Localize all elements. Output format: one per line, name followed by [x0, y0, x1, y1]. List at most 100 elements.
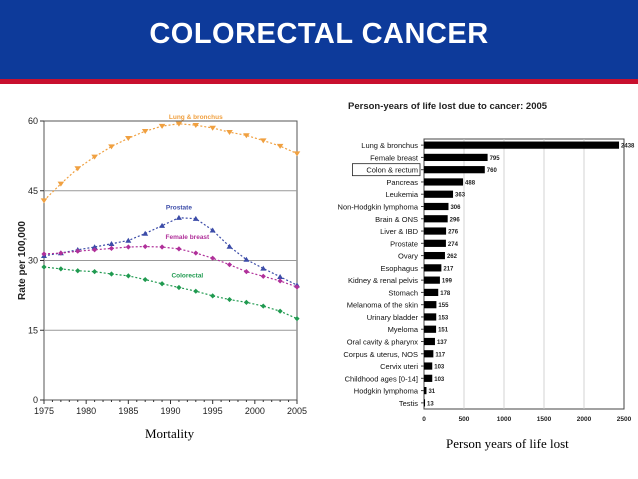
value-label: 13: [427, 401, 434, 407]
data-point-lung-bronchus: [158, 123, 166, 129]
data-point-colorectal: [277, 308, 283, 314]
bar-pancreas: [424, 178, 464, 186]
data-point-female-breast: [193, 250, 199, 256]
data-point-prostate: [260, 265, 267, 271]
category-label-myeloma: Myeloma: [388, 325, 419, 334]
series-label-female-breast: Female breast: [166, 234, 211, 241]
category-label-leukemia: Leukemia: [385, 190, 418, 199]
data-point-prostate: [192, 215, 199, 221]
data-point-female-breast: [92, 247, 98, 253]
data-point-colorectal: [294, 316, 300, 322]
data-point-prostate: [125, 237, 132, 243]
category-label-childhood-ages-0-14: Childhood ages [0-14]: [345, 374, 418, 383]
data-point-lung-bronchus: [293, 151, 301, 157]
series-label-colorectal: Colorectal: [171, 272, 203, 279]
value-label: 276: [448, 230, 459, 236]
slide-title: COLORECTAL CANCER: [149, 18, 489, 50]
bar-ovary: [424, 251, 445, 260]
data-point-colorectal: [243, 299, 249, 305]
value-label: 217: [443, 266, 454, 272]
value-label: 488: [465, 180, 476, 186]
category-label-non-hodgkin-lymphoma: Non-Hodgkin lymphoma: [338, 203, 419, 212]
category-label-corpus-uterus-nos: Corpus & uterus, NOS: [343, 350, 418, 359]
data-point-prostate: [175, 214, 182, 220]
series-line-lung-bronchus: [43, 123, 298, 201]
bar-melanoma-of-the-skin: [424, 301, 437, 309]
category-label-melanoma-of-the-skin: Melanoma of the skin: [347, 301, 418, 310]
value-label: 306: [450, 205, 461, 211]
value-label: 274: [448, 242, 459, 248]
series-label-prostate: Prostate: [166, 205, 192, 212]
category-label-liver-ibd: Liver & IBD: [380, 227, 419, 236]
x-tick-label: 2000: [577, 416, 592, 423]
value-label: 31: [428, 389, 435, 395]
category-label-prostate: Prostate: [390, 239, 418, 248]
x-tick-label: 500: [459, 416, 470, 423]
value-label: 262: [447, 254, 458, 260]
bar-kidney-renal-pelvis: [424, 276, 440, 284]
data-point-prostate: [226, 243, 233, 249]
mortality-line-chart: 0 15 30 45 60 1975 1980 1985 1990 1995 2000 2005 Rat…: [17, 114, 307, 416]
y-tick-label: 30: [28, 256, 38, 266]
series-label-lung-bronchus: Lung & bronchus: [169, 114, 223, 121]
data-point-colorectal: [210, 293, 216, 299]
highlight-box: [352, 163, 421, 177]
data-point-female-breast: [176, 246, 182, 252]
x-tick-label: 1000: [497, 416, 512, 423]
data-point-female-breast: [159, 244, 165, 250]
data-point-colorectal: [176, 284, 182, 291]
bar-esophagus: [424, 264, 442, 272]
pyll-bar-chart: Person-years of life lost due to cancer:…: [338, 101, 636, 423]
bar-corpus-uterus-nos: [424, 350, 434, 358]
mortality-caption: Mortality: [145, 426, 195, 441]
data-point-female-breast: [210, 255, 216, 261]
data-point-female-breast: [226, 262, 233, 268]
category-label-kidney-renal-pelvis: Kidney & renal pelvis: [348, 276, 418, 285]
y-tick-label: 45: [28, 186, 38, 196]
value-label: 151: [438, 328, 449, 334]
bar-non-hodgkin-lymphoma: [424, 202, 449, 211]
data-point-lung-bronchus: [91, 154, 98, 160]
data-point-lung-bronchus: [57, 181, 65, 187]
bar-female-breast: [424, 153, 488, 162]
data-point-colorectal: [193, 288, 199, 294]
x-tick-label: 1980: [76, 406, 96, 416]
category-label-hodgkin-lymphoma: Hodgkin lymphoma: [354, 387, 419, 396]
x-tick-label: 1985: [118, 406, 138, 416]
category-label-brain-ons: Brain & ONS: [375, 215, 418, 224]
x-tick-label: 1990: [160, 406, 180, 416]
data-point-female-breast: [75, 248, 81, 254]
bar-brain-ons: [424, 215, 448, 223]
data-point-colorectal: [125, 273, 131, 279]
x-tick-label: 2500: [617, 416, 632, 423]
category-label-esophagus: Esophagus: [380, 264, 418, 273]
data-point-prostate: [277, 273, 284, 279]
data-point-lung-bronchus: [192, 122, 200, 128]
bar-testis: [424, 399, 426, 407]
y-tick-label: 0: [33, 395, 38, 405]
bar-leukemia: [424, 190, 454, 198]
data-point-lung-bronchus: [226, 129, 233, 135]
x-tick-label: 2005: [287, 406, 307, 416]
data-point-female-breast: [41, 251, 47, 257]
category-label-lung-bronchus: Lung & bronchus: [361, 141, 418, 150]
bar-colon-rectum: [424, 166, 485, 174]
x-tick-label: 1975: [34, 406, 54, 416]
value-label: 363: [455, 193, 466, 199]
plot-frame: [423, 138, 625, 410]
data-point-female-breast: [260, 273, 266, 279]
data-point-lung-bronchus: [125, 136, 132, 142]
data-point-lung-bronchus: [276, 143, 284, 149]
category-label-pancreas: Pancreas: [386, 178, 418, 187]
data-point-colorectal: [92, 269, 98, 275]
y-tick-label: 15: [28, 325, 38, 335]
x-tick-label: 2000: [245, 406, 265, 416]
data-point-lung-bronchus: [175, 121, 183, 127]
x-tick-label: 1500: [537, 416, 552, 423]
data-point-female-breast: [58, 250, 64, 256]
category-label-female-breast: Female breast: [370, 153, 419, 162]
value-label: 117: [435, 352, 445, 358]
value-label: 155: [438, 303, 449, 309]
data-point-colorectal: [75, 268, 81, 274]
data-point-female-breast: [142, 243, 148, 250]
